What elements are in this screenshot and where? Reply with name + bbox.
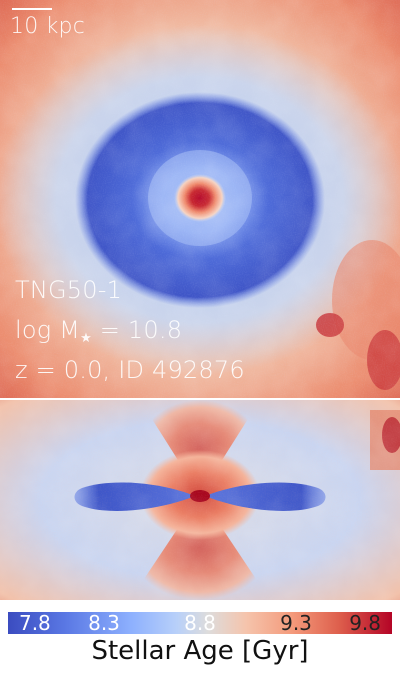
colorbar-tick: 9.3: [280, 611, 312, 635]
mass-value: = 10.8: [91, 316, 183, 344]
star-subscript: ★: [80, 331, 92, 346]
redshift-id-label: z = 0.0, ID 492876: [15, 356, 245, 384]
scale-bar: [12, 8, 52, 10]
edge-on-projection: [0, 400, 400, 600]
stellar-mass-label: log M★ = 10.8: [15, 316, 182, 346]
stellar-age-colorbar: 7.8 8.3 8.8 9.3 9.8: [8, 612, 392, 634]
colorbar-tick: 7.8: [18, 611, 51, 635]
colorbar-tick: 9.8: [349, 611, 382, 635]
colorbar-tick: 8.3: [88, 611, 120, 635]
scale-bar-label: 10 kpc: [10, 14, 85, 39]
face-on-projection: 10 kpc TNG50-1 log M★ = 10.8 z = 0.0, ID…: [0, 0, 400, 398]
face-on-map: [0, 0, 400, 398]
colorbar-tick: 8.8: [184, 611, 216, 635]
simulation-label: TNG50-1: [15, 276, 123, 304]
edge-on-map: [0, 400, 400, 600]
mass-label-text: log M: [15, 316, 81, 344]
colorbar-label: Stellar Age [Gyr]: [91, 636, 309, 666]
